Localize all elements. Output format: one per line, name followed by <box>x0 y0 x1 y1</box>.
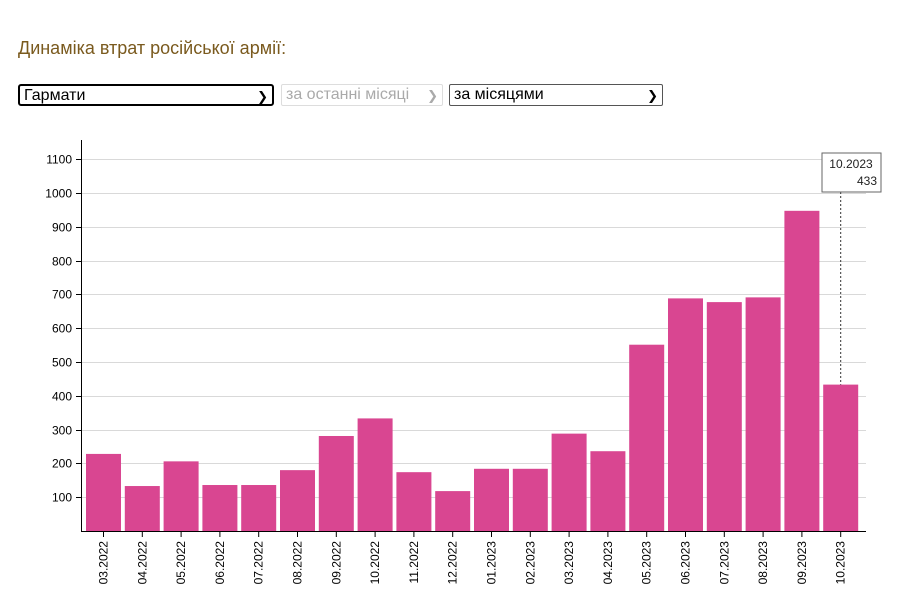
bar[interactable] <box>590 451 626 531</box>
bar[interactable] <box>202 485 238 531</box>
y-tick-label: 1000 <box>45 187 72 201</box>
x-tick-label: 10.2023 <box>834 541 848 585</box>
bar[interactable] <box>823 384 859 531</box>
y-tick-label: 1100 <box>46 153 72 167</box>
bar[interactable] <box>318 435 354 531</box>
bar[interactable] <box>551 433 587 531</box>
y-tick-label: 300 <box>52 424 72 438</box>
x-tick-label: 06.2022 <box>213 541 227 585</box>
x-tick-label: 05.2022 <box>174 541 188 585</box>
x-tick-label: 04.2022 <box>135 541 149 585</box>
y-tick-label: 500 <box>52 356 72 370</box>
chevron-down-icon: ❯ <box>647 88 658 103</box>
x-tick-label: 08.2023 <box>756 541 770 585</box>
x-tick-label: 07.2023 <box>717 541 731 585</box>
y-tick-label: 100 <box>52 491 72 505</box>
y-tick-label: 700 <box>52 288 72 302</box>
bar[interactable] <box>668 298 703 531</box>
x-tick-label: 03.2022 <box>97 541 111 585</box>
bar[interactable] <box>474 468 509 531</box>
bar[interactable] <box>241 485 277 531</box>
bar[interactable] <box>280 470 315 531</box>
x-tick-label: 09.2022 <box>329 541 343 585</box>
x-tick-label: 12.2022 <box>446 541 460 585</box>
bar[interactable] <box>396 472 432 531</box>
y-tick-label: 400 <box>52 390 72 404</box>
bar[interactable] <box>745 297 781 531</box>
grouping-mode-value: за місяцями <box>454 86 544 103</box>
bar[interactable] <box>435 491 471 531</box>
x-tick-label: 07.2022 <box>252 541 266 585</box>
weapon-type-value: Гармати <box>24 87 86 104</box>
bar[interactable] <box>784 210 820 531</box>
x-tick-label: 06.2023 <box>679 541 693 585</box>
y-tick-label: 900 <box>52 221 72 235</box>
page-title: Динаміка втрат російської армії: <box>18 38 287 58</box>
x-tick-label: 08.2022 <box>291 541 305 585</box>
tooltip: 10.2023 433 <box>821 152 882 385</box>
y-tick-label: 800 <box>52 255 72 269</box>
x-tick-label: 10.2022 <box>368 541 382 585</box>
chevron-down-icon: ❯ <box>427 88 438 103</box>
bar[interactable] <box>357 418 393 531</box>
bar[interactable] <box>163 461 199 531</box>
x-tick-label: 01.2023 <box>485 541 499 585</box>
x-tick-label: 03.2023 <box>562 541 576 585</box>
y-tick-label: 600 <box>52 322 72 336</box>
x-tick-label: 02.2023 <box>523 541 537 585</box>
bar[interactable] <box>512 468 548 531</box>
weapon-type-select[interactable]: Гармати ❯ <box>18 84 274 106</box>
x-tick-label: 09.2023 <box>795 541 809 585</box>
x-tick-label: 04.2023 <box>601 541 615 585</box>
tooltip-box <box>821 152 882 193</box>
tooltip-month: 10.2023 <box>829 157 873 171</box>
y-tick-label: 200 <box>52 457 72 471</box>
bars <box>86 210 859 531</box>
x-tick-label: 11.2022 <box>407 541 421 584</box>
x-axis: 03.2022 04.2022 05.2022 06.2022 07.2022 08.20… <box>81 531 866 584</box>
bar[interactable] <box>629 344 665 531</box>
tooltip-value: 433 <box>857 174 877 188</box>
period-value: за останні місяці <box>286 86 410 103</box>
chevron-down-icon: ❯ <box>257 89 268 104</box>
bar[interactable] <box>86 453 121 531</box>
x-tick-label: 05.2023 <box>640 541 654 585</box>
bar[interactable] <box>124 486 160 531</box>
y-axis: 100 200 300 400 500 600 700 800 900 1000 1100 <box>45 140 82 531</box>
bar[interactable] <box>706 302 742 531</box>
grouping-mode-select[interactable]: за місяцями ❯ <box>449 84 663 106</box>
period-select: за останні місяці ❯ <box>281 84 443 106</box>
